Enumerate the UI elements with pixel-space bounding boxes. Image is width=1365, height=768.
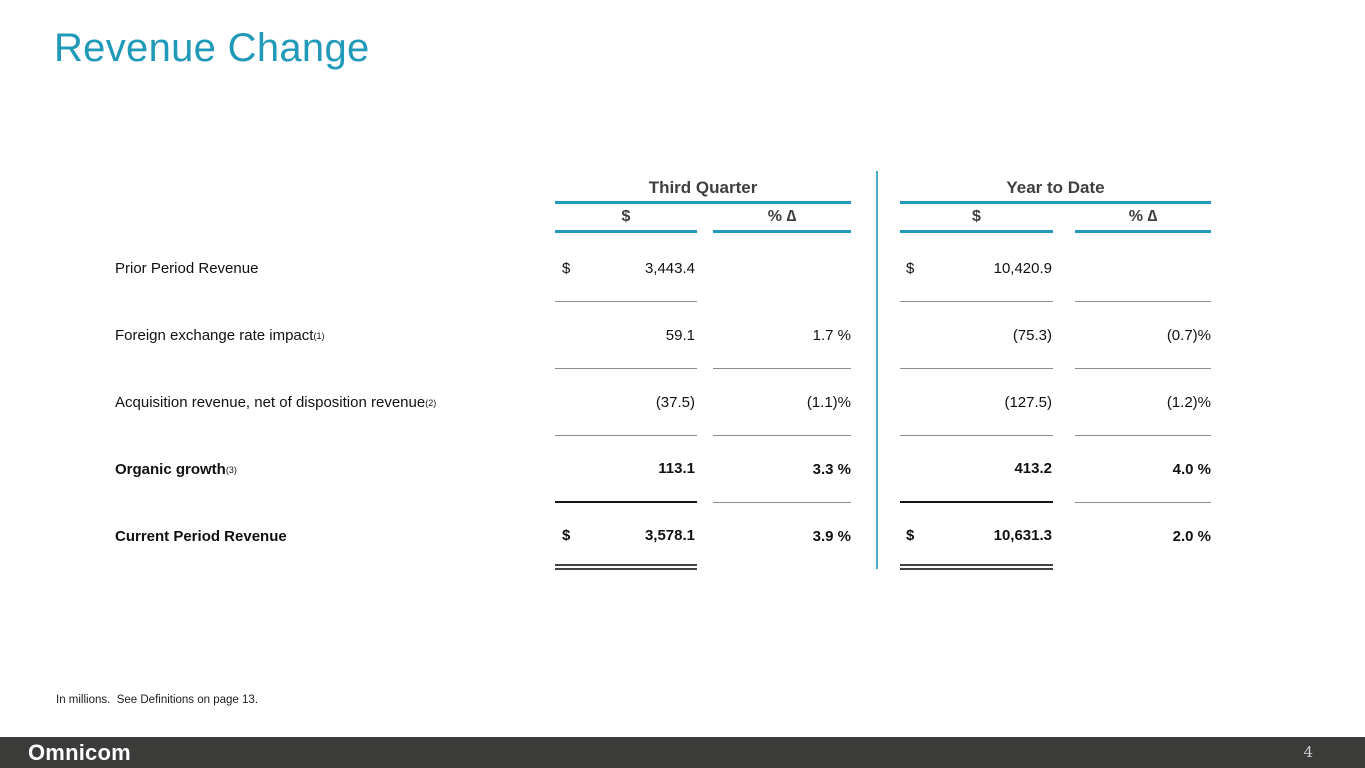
row-label: Acquisition revenue, net of disposition … [115, 394, 437, 411]
value: 2.0 % [1172, 528, 1211, 545]
header-spacer [115, 177, 555, 204]
cell-tq-dollar: $3,443.4 [555, 235, 697, 302]
subheader-row: $ % ∆ $ % ∆ [115, 204, 1212, 233]
cell-ytd-pct: (0.7)% [1075, 302, 1211, 369]
row-label: Current Period Revenue [115, 503, 555, 570]
dollar-sign: $ [906, 527, 915, 544]
row-label-text: Current Period Revenue [115, 528, 287, 545]
value: (37.5) [655, 393, 695, 411]
row-label: Organic growth (3) [115, 461, 237, 478]
cell-tq-pct: 3.3 % [713, 436, 851, 503]
cell-ytd-pct [1075, 235, 1211, 302]
footnote: In millions. See Definitions on page 13. [56, 694, 259, 706]
value: 3.3 % [812, 460, 851, 478]
cell-tq-dollar: $3,578.1 [555, 503, 697, 570]
cell-ytd-dollar: $10,631.3 [900, 503, 1053, 570]
spacer [1053, 235, 1075, 302]
cell-tq-dollar: (37.5) [555, 369, 697, 436]
cell-ytd-dollar: $10,420.9 [900, 235, 1053, 302]
spacer [851, 369, 900, 436]
value: (1.2)% [1166, 393, 1211, 411]
value: (75.3) [1012, 326, 1052, 344]
footer-bar: Omnicom 4 [0, 737, 1365, 768]
col-header-tq-dollar: $ [555, 204, 697, 233]
cell-ytd-pct: (1.2)% [1075, 369, 1211, 436]
value: 3,443.4 [644, 259, 695, 277]
value: (127.5) [1004, 393, 1052, 411]
row-label-text: Prior Period Revenue [115, 260, 259, 277]
dollar-sign: $ [562, 259, 571, 277]
group-header-row: Third Quarter Year to Date [115, 177, 1212, 204]
spacer [697, 302, 713, 369]
group-divider-line [876, 171, 878, 569]
header-spacer [115, 204, 555, 233]
value: 10,420.9 [993, 259, 1052, 277]
omnicom-logo: Omnicom [28, 740, 131, 765]
cell-ytd-dollar: (75.3) [900, 302, 1053, 369]
value: 4.0 % [1172, 460, 1211, 478]
value: 3,578.1 [644, 527, 695, 544]
group-header-year-to-date: Year to Date [900, 177, 1211, 204]
value: 413.2 [1014, 460, 1052, 477]
table-row-prior-period-revenue: Prior Period Revenue $3,443.4 $10,420.9 [115, 235, 1212, 302]
row-label-text: Foreign exchange rate impact [115, 327, 314, 344]
header-spacer [697, 204, 713, 233]
col-header-tq-pct-delta: % ∆ [713, 204, 851, 233]
spacer [1053, 436, 1075, 503]
cell-ytd-dollar: 413.2 [900, 436, 1053, 503]
group-header-third-quarter: Third Quarter [555, 177, 851, 204]
spacer [851, 503, 900, 570]
row-label: Foreign exchange rate impact (1) [115, 327, 325, 344]
spacer [697, 369, 713, 436]
cell-ytd-pct: 2.0 % [1075, 503, 1211, 570]
dollar-sign: $ [562, 527, 571, 544]
cell-tq-dollar: 113.1 [555, 436, 697, 503]
col-header-ytd-dollar: $ [900, 204, 1053, 233]
table-row-organic-growth: Organic growth (3) 113.1 3.3 % 413.2 4.0 … [115, 436, 1212, 503]
spacer [851, 235, 900, 302]
page-title: Revenue Change [54, 26, 370, 70]
cell-tq-pct: (1.1)% [713, 369, 851, 436]
col-header-ytd-pct-delta: % ∆ [1075, 204, 1211, 233]
table-header: Third Quarter Year to Date $ % ∆ $ % ∆ [115, 177, 1212, 233]
spacer [697, 503, 713, 570]
value: 113.1 [658, 460, 695, 477]
cell-tq-dollar: 59.1 [555, 302, 697, 369]
cell-tq-pct: 1.7 % [713, 302, 851, 369]
value: 3.9 % [812, 528, 851, 545]
spacer [1053, 503, 1075, 570]
table-body: Prior Period Revenue $3,443.4 $10,420.9 … [115, 235, 1212, 570]
spacer [851, 436, 900, 503]
value: 59.1 [665, 326, 695, 344]
table-row-current-period-revenue: Current Period Revenue $3,578.1 3.9 % $1… [115, 503, 1212, 570]
spacer [697, 235, 713, 302]
table-row-foreign-exchange: Foreign exchange rate impact (1) 59.1 1.7… [115, 302, 1212, 369]
spacer [1053, 369, 1075, 436]
row-label: Prior Period Revenue [115, 235, 555, 302]
spacer [697, 436, 713, 503]
spacer [851, 302, 900, 369]
dollar-sign: $ [906, 259, 915, 277]
cell-ytd-dollar: (127.5) [900, 369, 1053, 436]
value: 10,631.3 [993, 527, 1052, 544]
page-number: 4 [1303, 743, 1313, 761]
spacer [1053, 302, 1075, 369]
row-label-text: Organic growth [115, 461, 226, 478]
row-label-text: Acquisition revenue, net of disposition … [115, 394, 426, 411]
table-row-acquisition-revenue: Acquisition revenue, net of disposition … [115, 369, 1212, 436]
value: (0.7)% [1166, 326, 1211, 344]
cell-tq-pct [713, 235, 851, 302]
value: 1.7 % [812, 326, 851, 344]
header-spacer [1053, 204, 1075, 233]
cell-tq-pct: 3.9 % [713, 503, 851, 570]
value: (1.1)% [806, 393, 851, 411]
cell-ytd-pct: 4.0 % [1075, 436, 1211, 503]
